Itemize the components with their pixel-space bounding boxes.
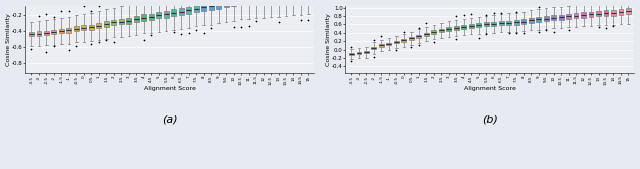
PathPatch shape — [454, 26, 459, 30]
PathPatch shape — [51, 30, 56, 34]
PathPatch shape — [371, 47, 376, 49]
PathPatch shape — [126, 18, 131, 24]
PathPatch shape — [29, 32, 34, 36]
PathPatch shape — [424, 33, 429, 36]
PathPatch shape — [596, 11, 601, 16]
PathPatch shape — [81, 25, 86, 30]
PathPatch shape — [141, 14, 146, 21]
X-axis label: Alignment Score: Alignment Score — [464, 86, 516, 91]
PathPatch shape — [186, 7, 191, 14]
PathPatch shape — [499, 21, 504, 25]
PathPatch shape — [618, 9, 623, 15]
Y-axis label: Cosine Similarity: Cosine Similarity — [326, 13, 330, 66]
PathPatch shape — [417, 35, 421, 38]
PathPatch shape — [269, 0, 273, 1]
PathPatch shape — [521, 19, 526, 24]
PathPatch shape — [349, 53, 354, 55]
PathPatch shape — [529, 18, 534, 23]
PathPatch shape — [179, 8, 184, 16]
PathPatch shape — [164, 11, 169, 18]
PathPatch shape — [476, 23, 481, 27]
PathPatch shape — [253, 0, 259, 3]
PathPatch shape — [172, 9, 176, 16]
PathPatch shape — [626, 8, 631, 14]
PathPatch shape — [44, 31, 49, 35]
PathPatch shape — [536, 17, 541, 22]
PathPatch shape — [461, 25, 466, 29]
PathPatch shape — [59, 29, 64, 33]
PathPatch shape — [356, 52, 362, 54]
PathPatch shape — [379, 44, 384, 46]
PathPatch shape — [551, 15, 556, 20]
PathPatch shape — [604, 10, 609, 16]
PathPatch shape — [409, 37, 414, 40]
PathPatch shape — [439, 29, 444, 32]
Text: (a): (a) — [162, 114, 178, 124]
Text: (b): (b) — [482, 114, 498, 124]
PathPatch shape — [543, 16, 548, 21]
PathPatch shape — [581, 12, 586, 18]
PathPatch shape — [201, 3, 206, 11]
PathPatch shape — [156, 12, 161, 18]
PathPatch shape — [492, 22, 496, 26]
PathPatch shape — [514, 20, 518, 25]
PathPatch shape — [589, 11, 593, 17]
PathPatch shape — [276, 0, 281, 1]
PathPatch shape — [573, 13, 579, 18]
PathPatch shape — [134, 16, 139, 22]
PathPatch shape — [194, 5, 198, 12]
PathPatch shape — [566, 14, 571, 19]
PathPatch shape — [119, 19, 124, 25]
PathPatch shape — [239, 0, 243, 4]
PathPatch shape — [401, 39, 406, 42]
PathPatch shape — [611, 10, 616, 16]
PathPatch shape — [261, 0, 266, 2]
PathPatch shape — [394, 41, 399, 43]
PathPatch shape — [231, 0, 236, 6]
PathPatch shape — [364, 51, 369, 53]
PathPatch shape — [469, 24, 474, 28]
PathPatch shape — [216, 1, 221, 9]
PathPatch shape — [246, 0, 251, 3]
PathPatch shape — [559, 15, 563, 20]
PathPatch shape — [431, 30, 436, 33]
PathPatch shape — [36, 31, 42, 36]
X-axis label: Alignment Score: Alignment Score — [144, 86, 196, 91]
Y-axis label: Cosine Similarity: Cosine Similarity — [6, 13, 10, 66]
PathPatch shape — [67, 28, 71, 33]
PathPatch shape — [89, 25, 94, 30]
PathPatch shape — [74, 26, 79, 31]
PathPatch shape — [149, 14, 154, 20]
PathPatch shape — [446, 27, 451, 31]
PathPatch shape — [223, 0, 228, 7]
PathPatch shape — [111, 20, 116, 25]
PathPatch shape — [209, 3, 214, 10]
PathPatch shape — [484, 22, 489, 26]
PathPatch shape — [97, 23, 101, 28]
PathPatch shape — [104, 21, 109, 27]
PathPatch shape — [506, 21, 511, 25]
PathPatch shape — [387, 43, 391, 45]
